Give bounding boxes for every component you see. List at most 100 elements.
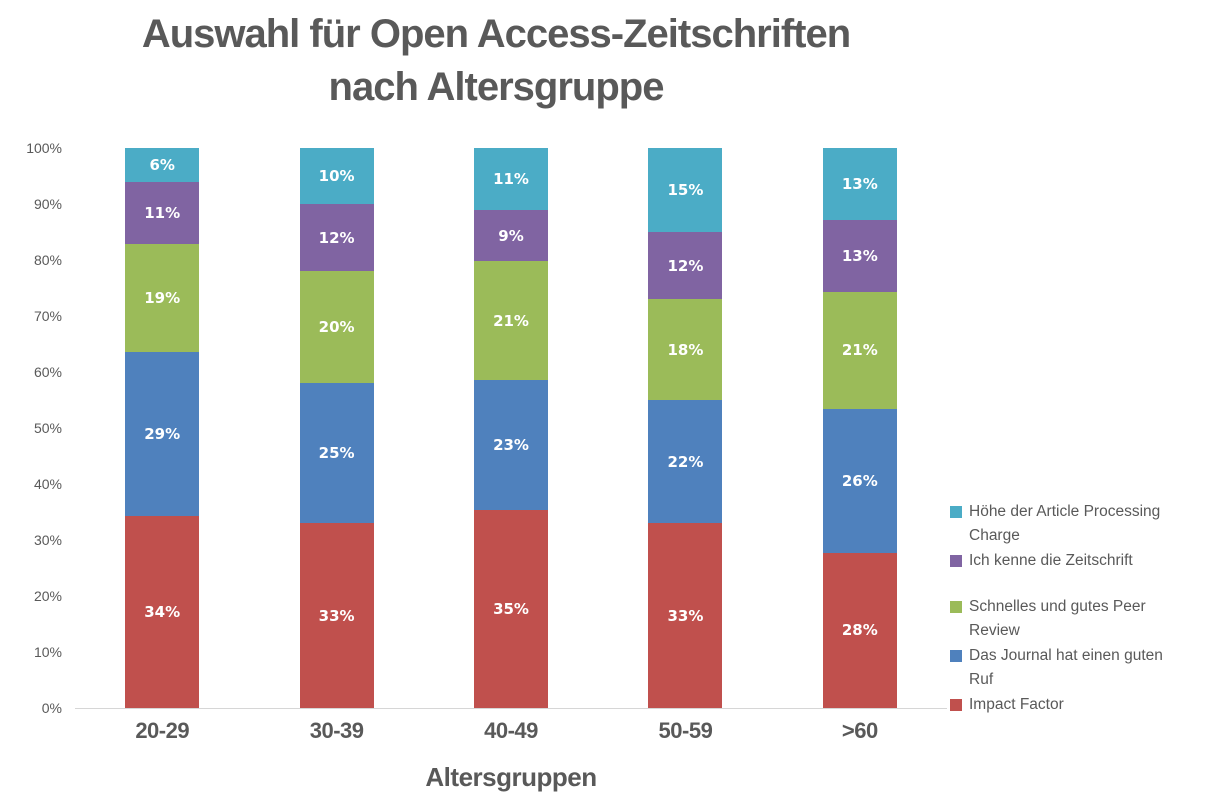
data-label: 21% [841,341,878,360]
legend-swatch [950,555,962,567]
bar-segment: 33% [648,523,723,708]
chart-title-line1: Auswahl für Open Access-Zeitschriften [141,12,851,56]
legend-label: Impact Factor [969,696,1064,713]
bar-segment: 34% [125,515,200,708]
y-axis-tick-label: 40% [33,476,62,492]
data-label: 29% [144,424,181,443]
data-label: 28% [841,621,878,640]
bar-segment: 13% [822,148,897,221]
x-axis-category-label: 50-59 [658,718,713,743]
x-axis-category-label: >60 [841,718,878,743]
y-axis-tick-label: 10% [33,644,62,660]
bar-segment: 11% [474,148,549,211]
legend-label: Höhe der Article Processing Charge [969,503,1161,544]
data-label: 11% [493,170,529,189]
y-axis-tick-label: 30% [33,532,62,548]
bar-segment: 26% [822,408,897,553]
x-axis-line [75,708,947,709]
y-axis-tick-label: 100% [26,140,62,156]
data-label: 10% [318,167,355,186]
bar-segment: 10% [299,148,374,205]
bar-segment: 23% [474,379,549,511]
stacked-bar-50-59: 33% 22% 18% 12% 15% [648,148,723,708]
bar-segment: 20% [299,271,374,384]
data-label: 11% [144,204,181,223]
data-label: 33% [667,606,704,625]
legend-item: Schnelles und gutes Peer Review [950,595,1222,643]
stacked-bar-40-49: 35% 23% 21% 9% 11% [474,148,549,708]
y-axis-tick-label: 60% [33,364,62,380]
y-axis-tick-label: 0% [41,700,62,716]
legend-swatch [950,699,962,711]
y-axis: 0% 10% 20% 30% 40% 50% 60% 70% 80% 90% 100% [0,141,62,715]
bar-segment: 21% [474,261,549,380]
legend: Höhe der Article Processing Charge Ich ke… [950,500,1222,718]
data-label: 12% [667,256,704,275]
bar-segment: 33% [299,523,374,708]
legend-item: Das Journal hat einen guten Ruf [950,644,1222,692]
data-label: 33% [318,606,355,625]
bar-segment: 29% [125,351,200,516]
data-label: 6% [149,156,175,174]
bar-slot-40-49: 35% 23% 21% 9% 11% [424,148,598,708]
chart-title-line2: nach Altersgruppe [328,65,665,109]
bar-segment: 25% [299,383,374,524]
bar-segment: 18% [648,299,723,401]
data-label: 35% [493,600,529,619]
data-label: 19% [144,288,181,307]
data-label: 23% [493,435,529,454]
data-label: 12% [318,228,355,247]
stacked-bar-20-29: 34% 29% 19% 11% 6% [125,148,200,708]
bar-segment: 12% [299,204,374,272]
bar-segment: 28% [822,552,897,708]
stacked-bar->60: 28% 26% 21% 13% 13% [822,148,897,708]
data-label: 9% [498,226,524,245]
data-label: 13% [841,247,878,266]
stacked-bar-30-39: 33% 25% 20% 12% 10% [299,148,374,708]
legend-label: Ich kenne die Zeitschrift [969,552,1133,569]
x-axis-category-label: 40-49 [484,718,538,743]
data-label: 21% [493,311,529,330]
data-label: 18% [667,340,704,359]
legend-swatch [950,601,962,613]
y-axis-tick-label: 80% [33,252,62,268]
chart-title: Auswahl für Open Access-Zeitschriften na… [75,8,917,114]
bar-segment: 9% [474,210,549,262]
legend-item: Höhe der Article Processing Charge [950,500,1222,548]
data-label: 15% [667,181,704,200]
bar-segment: 6% [125,148,200,182]
legend-swatch [950,506,962,518]
bar-segment: 11% [125,181,200,245]
y-axis-tick-label: 50% [33,420,62,436]
data-label: 25% [318,444,355,463]
data-label: 26% [841,471,878,490]
bar-slot-20-29: 34% 29% 19% 11% 6% [75,148,249,708]
bar-segment: 35% [474,510,549,708]
bar-segment: 21% [822,292,897,409]
bar-segment: 13% [822,220,897,293]
bar-segment: 12% [648,232,723,300]
plot-area: 34% 29% 19% 11% 6% 33% 25% 20% 12% 10% 35% 23% 21% 9%… [75,148,947,708]
y-axis-tick-label: 90% [33,196,62,212]
bar-segment: 19% [125,244,200,352]
y-axis-tick-label: 20% [33,588,62,604]
x-axis-title: Altersgruppen [425,762,597,792]
x-axis-labels: 20-29 30-39 40-49 50-59 >60 [75,718,947,744]
data-label: 22% [667,452,704,471]
bar-slot-30-39: 33% 25% 20% 12% 10% [249,148,423,708]
data-label: 34% [144,602,181,621]
legend-label: Schnelles und gutes Peer Review [969,598,1146,639]
legend-swatch [950,650,962,662]
x-axis-category-label: 30-39 [309,718,364,743]
legend-item: Impact Factor [950,693,1222,717]
y-axis-tick-label: 70% [33,308,62,324]
x-axis-category-label: 20-29 [135,718,190,743]
bar-slot-50-59: 33% 22% 18% 12% 15% [598,148,772,708]
bar-segment: 15% [648,148,723,233]
bar-slot->60: 28% 26% 21% 13% 13% [773,148,947,708]
legend-label: Das Journal hat einen guten Ruf [969,647,1163,688]
bar-segment: 22% [648,400,723,524]
legend-item: Ich kenne die Zeitschrift [950,549,1222,573]
data-label: 20% [318,318,355,337]
